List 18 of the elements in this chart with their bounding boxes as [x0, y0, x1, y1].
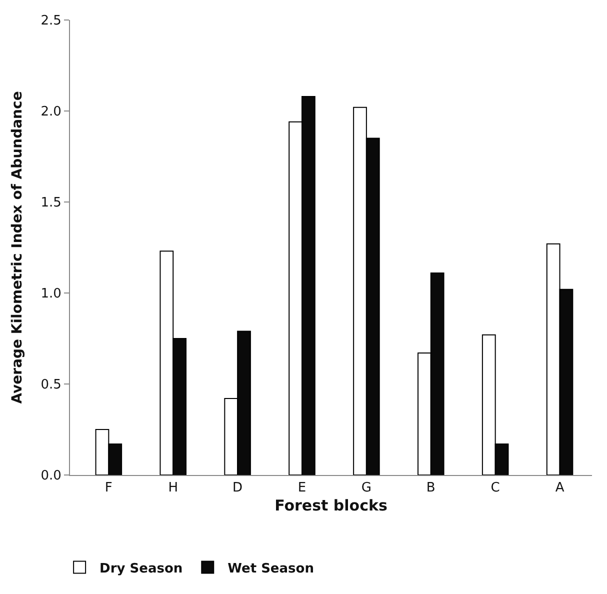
x-axis-title: Forest blocks	[274, 496, 388, 515]
y-tick-label: 0.0	[40, 468, 62, 484]
x-tick-label: B	[426, 480, 436, 496]
legend-label: Dry Season	[100, 561, 183, 576]
y-tick-label: 1.5	[40, 196, 62, 211]
y-axis-title: Average Kilometric Index of Abundance	[9, 91, 26, 404]
x-tick-label: G	[361, 480, 372, 496]
x-tick-label: A	[555, 480, 564, 496]
x-tick-label: C	[490, 480, 500, 496]
y-tick-label: 1.0	[40, 286, 62, 302]
x-tick-label: H	[168, 480, 178, 496]
x-tick-label: F	[104, 480, 112, 496]
x-tick-label: E	[298, 480, 306, 496]
legend-label: Wet Season	[228, 561, 314, 576]
y-tick-label: 2.0	[40, 104, 62, 120]
x-tick-label: D	[232, 480, 243, 496]
y-tick-label: 0.5	[40, 378, 62, 393]
y-tick-label: 2.5	[40, 14, 62, 29]
